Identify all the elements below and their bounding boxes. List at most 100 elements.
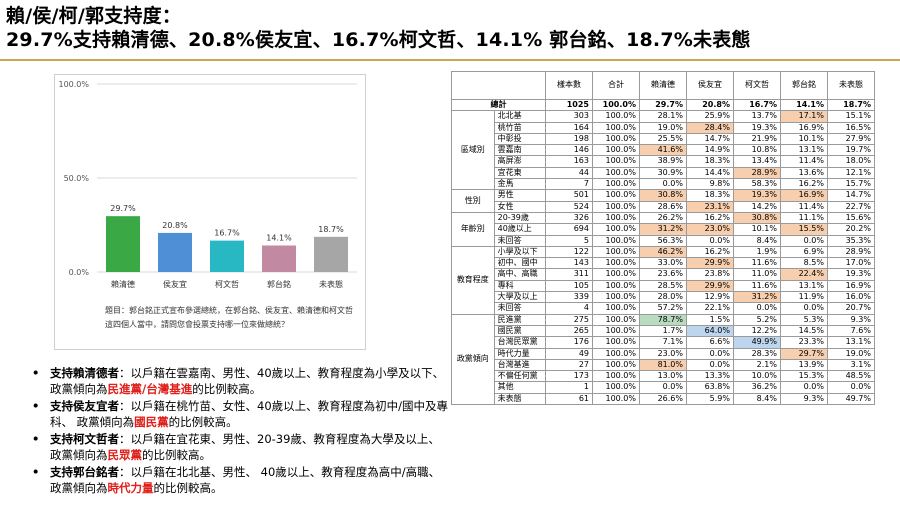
table-row: 國民黨 265 100.0% 1.7% 64.0% 12.2% 14.5% 7.6%	[452, 324, 875, 338]
finding-subject: 支持柯文哲者	[50, 432, 119, 446]
column-header: 未表態	[827, 71, 875, 100]
table-row-total: 總計 1025 100.0% 29.7% 20.8% 16.7% 14.1% 18.7%	[451, 98, 875, 112]
table-row: 宜花東 44 100.0% 30.9% 14.4% 28.9% 13.6% 12.1%	[452, 166, 875, 180]
table-cell: 339	[545, 291, 593, 304]
table-cell: 15.6%	[827, 211, 875, 225]
finding-text-end: 的比例較高。	[192, 381, 262, 396]
table-cell: 23.3%	[780, 336, 828, 349]
table-row: 大學及以上 339 100.0% 28.0% 12.9% 31.2% 11.9% 16.0%	[452, 291, 875, 304]
table-cell: 122	[545, 245, 593, 259]
table-row: 不偏任何黨 173 100.0% 13.0% 13.3% 10.0% 15.3% 48.5%	[452, 370, 875, 383]
table-row: 教育程度 小學及以下 122 100.0% 46.2% 16.2% 1.9% 6.9% 28.9…	[451, 245, 875, 315]
table-cell: 26.2%	[639, 211, 687, 225]
table-cell: 100.0%	[592, 166, 640, 180]
table-cell: 17.0%	[827, 257, 875, 270]
table-cell: 28.1%	[639, 110, 687, 123]
table-cell: 33.0%	[639, 257, 687, 270]
row-label: 台灣基進	[493, 358, 547, 372]
table-cell: 16.9%	[827, 279, 875, 293]
bar	[210, 240, 244, 272]
table-cell: 49.9%	[733, 336, 781, 349]
x-tick-label: 未表態	[319, 279, 343, 289]
table-cell: 3.1%	[827, 358, 875, 372]
table-cell: 13.1%	[827, 336, 875, 349]
table-cell: 10.0%	[733, 370, 781, 383]
table-header-row: 樣本數 合計 賴清德 侯友宜 柯文哲 郭台銘 未表態	[451, 71, 875, 100]
table-cell: 5.3%	[780, 313, 828, 326]
bar-value-label: 20.8%	[162, 221, 188, 230]
table-cell: 14.1%	[780, 98, 828, 112]
table-cell: 100.0%	[592, 189, 640, 202]
table-row: 桃竹苗 164 100.0% 19.0% 28.4% 19.3% 16.9% 16.5%	[452, 121, 875, 134]
table-cell: 0.0%	[780, 381, 828, 394]
bar-value-label: 16.7%	[214, 229, 240, 238]
table-cell: 63.8%	[686, 381, 734, 394]
table-cell: 38.9%	[639, 155, 687, 168]
table-cell: 20.8%	[686, 98, 734, 112]
table-cell: 18.7%	[827, 98, 875, 112]
page-title: 賴/侯/柯/郭支持度： 29.7%支持賴清德、20.8%侯友宜、16.7%柯文哲…	[6, 4, 751, 52]
table-cell: 23.8%	[686, 268, 734, 281]
row-label: 未回答	[493, 234, 547, 247]
table-cell: 311	[545, 268, 593, 281]
table-row: 時代力量 49 100.0% 23.0% 0.0% 28.3% 29.7% 19.0%	[452, 347, 875, 360]
table-cell: 0.0%	[639, 178, 687, 191]
table-cell: 0.0%	[686, 234, 734, 247]
table-cell: 23.1%	[686, 200, 734, 213]
table-cell: 5.2%	[733, 313, 781, 326]
bar	[314, 236, 348, 272]
row-label: 金馬	[493, 178, 547, 191]
finding-text-end: 的比例較高。	[142, 447, 211, 462]
table-cell: 100.0%	[592, 144, 640, 157]
table-row: 台灣基進 27 100.0% 81.0% 0.0% 2.1% 13.9% 3.1%	[452, 358, 875, 372]
table-cell: 10.1%	[733, 223, 781, 236]
table-cell: 20.2%	[827, 223, 875, 236]
table-cell: 1.9%	[733, 245, 781, 259]
table-cell: 17.1%	[780, 110, 828, 123]
row-label: 未回答	[493, 302, 547, 315]
table-row: 高屏澎 163 100.0% 38.9% 18.3% 13.4% 11.4% 18.0%	[452, 155, 875, 168]
table-cell: 14.9%	[686, 144, 734, 157]
table-cell: 56.3%	[639, 234, 687, 247]
finding-item: 支持柯文哲者：以戶籍在宜花東、男性、20-39歲、教育程度為大學及以上、 政黨傾…	[30, 432, 450, 463]
table-row: 未表態 61 100.0% 26.6% 5.9% 8.4% 9.3% 49.7%	[452, 392, 875, 406]
table-cell: 29.9%	[686, 257, 734, 270]
table-cell: 100.0%	[592, 279, 640, 293]
row-label: 其他	[493, 381, 547, 394]
bar	[106, 216, 140, 272]
table-cell: 25.9%	[686, 110, 734, 123]
y-tick-label: 100.0%	[58, 80, 89, 89]
table-cell: 15.5%	[780, 223, 828, 236]
table-cell: 19.3%	[733, 121, 781, 134]
table-cell: 16.0%	[827, 291, 875, 304]
table-cell: 100.0%	[592, 245, 640, 259]
table-cell: 19.3%	[827, 268, 875, 281]
table-cell: 9.3%	[780, 392, 828, 406]
row-label: 高屏澎	[493, 155, 547, 168]
row-label: 國民黨	[493, 324, 547, 338]
table-cell: 694	[545, 223, 593, 236]
x-tick-label: 賴清德	[111, 279, 135, 289]
column-header: 合計	[592, 71, 640, 100]
table-cell: 28.5%	[639, 279, 687, 293]
row-label: 總計	[451, 98, 546, 112]
table-cell: 1	[545, 381, 593, 394]
x-tick-label: 郭台銘	[267, 279, 291, 289]
table-cell: 100.0%	[592, 234, 640, 247]
table-cell: 28.6%	[639, 200, 687, 213]
title-divider	[0, 59, 900, 61]
finding-subject: 支持郭台銘者	[50, 465, 119, 479]
table-cell: 28.9%	[733, 166, 781, 180]
group-label: 性別	[451, 189, 495, 213]
bar-value-label: 29.7%	[110, 204, 136, 213]
finding-item: 支持侯友宜者：以戶籍在桃竹苗、女性、40歲以上、教育程度為初中/國中及專科、 政…	[30, 399, 450, 430]
table-cell: 30.8%	[733, 211, 781, 225]
table-cell: 6.6%	[686, 336, 734, 349]
table-cell: 11.4%	[780, 200, 828, 213]
finding-text: ：以戶籍在北北基、男性、 40歲以上、教育程度為高中/高職、 政黨傾向為	[50, 465, 441, 495]
table-row: 台灣民眾黨 176 100.0% 7.1% 6.6% 49.9% 23.3% 13.1%	[452, 336, 875, 349]
table-cell: 198	[545, 132, 593, 146]
table-cell: 46.2%	[639, 245, 687, 259]
table-cell: 16.7%	[733, 98, 781, 112]
table-cell: 16.2%	[686, 211, 734, 225]
